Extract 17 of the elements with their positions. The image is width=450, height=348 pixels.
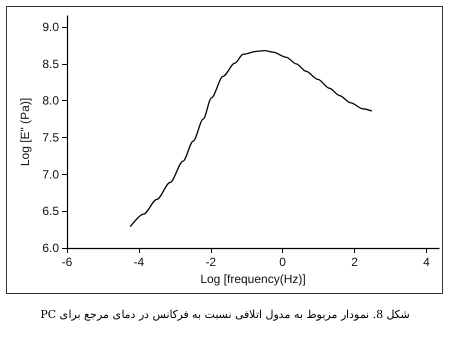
y-tick-label: 6.0 xyxy=(42,241,60,255)
x-tick-label: -2 xyxy=(205,255,216,269)
y-tick-label: 7.5 xyxy=(42,130,60,145)
y-tick-label: 6.5 xyxy=(42,204,60,218)
y-tick-label: 8.5 xyxy=(42,56,60,71)
x-tick-label: -6 xyxy=(62,255,73,269)
x-tick-label: 0 xyxy=(279,255,286,269)
x-tick-label: -4 xyxy=(134,255,145,269)
x-tick-label: 4 xyxy=(423,255,430,269)
y-tick-label: 8.0 xyxy=(42,94,60,108)
line-series xyxy=(130,50,372,228)
x-axis-title: Log [frequency(Hz)] xyxy=(200,272,306,286)
y-tick-label: 9.0 xyxy=(42,20,60,34)
y-tick-label: 7.0 xyxy=(42,167,60,182)
text: شکل 8. نمودار مربوط به مدول اتلافی نسبت به فرکانس در دمای مرجع برای PC xyxy=(39,307,411,323)
x-tick-label: 2 xyxy=(351,255,358,269)
y-axis-title: Log [E" (Pa)] xyxy=(18,98,32,166)
